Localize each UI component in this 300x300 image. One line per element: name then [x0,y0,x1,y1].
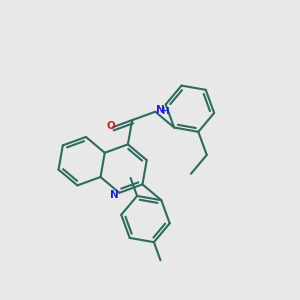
Text: H: H [161,107,169,116]
Text: N: N [110,190,119,200]
Text: N: N [156,105,164,115]
Text: O: O [106,121,116,131]
